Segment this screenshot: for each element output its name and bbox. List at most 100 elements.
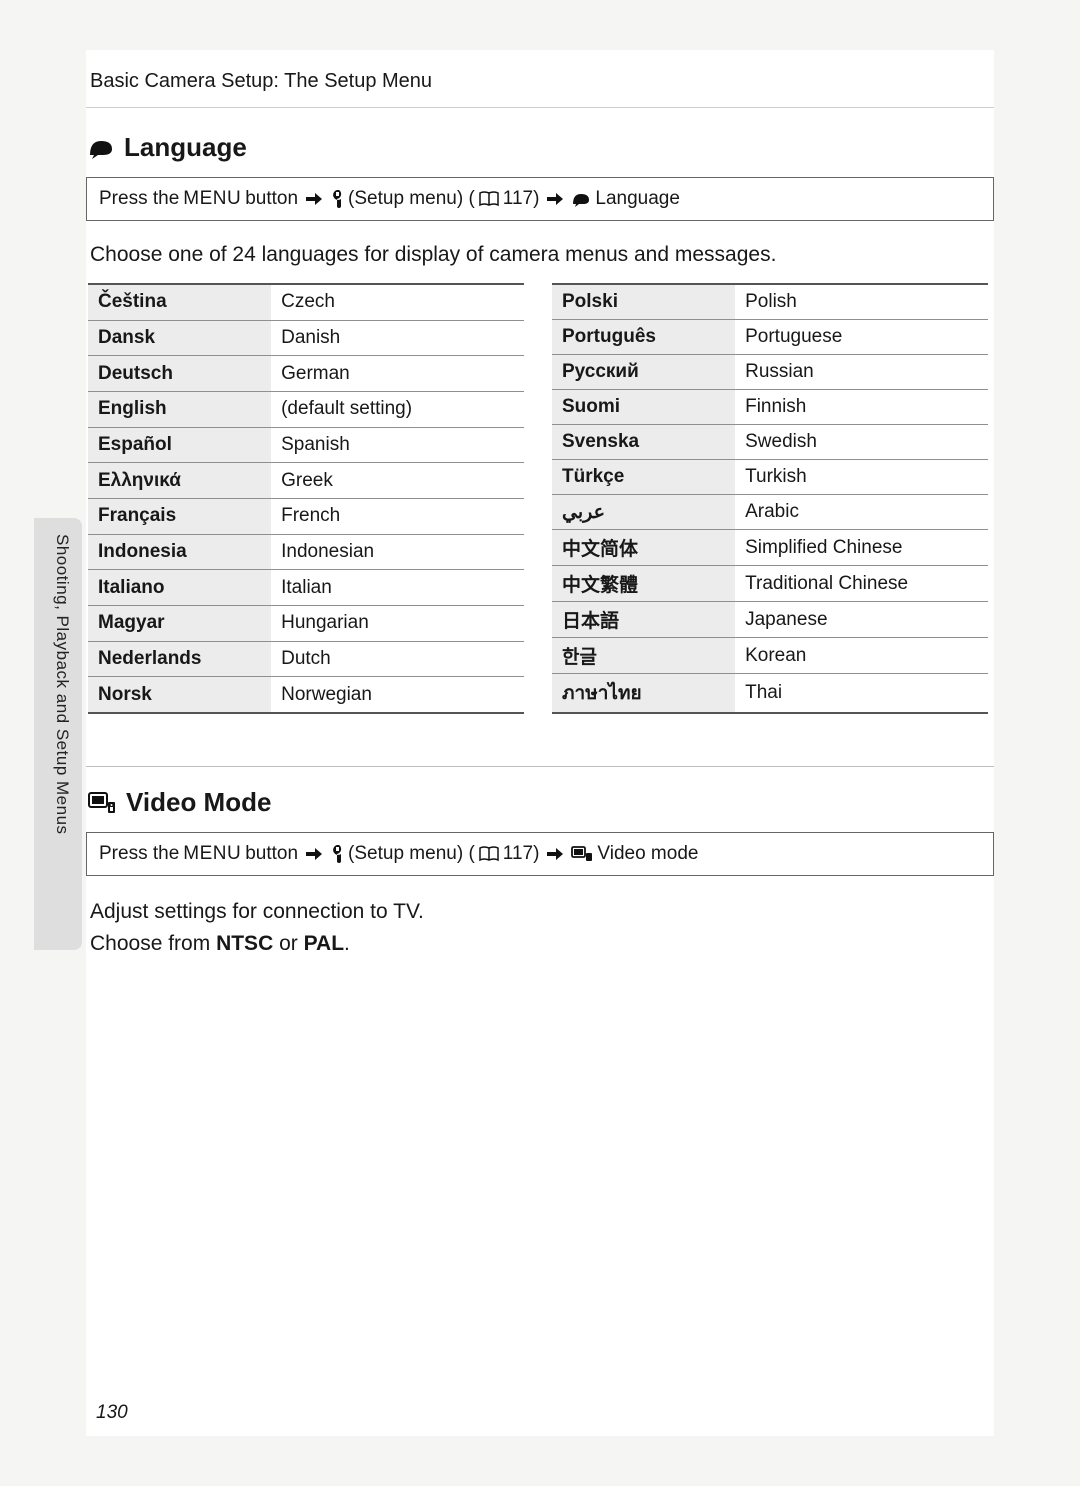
page-header: Basic Camera Setup: The Setup Menu — [90, 70, 994, 101]
language-english: Swedish — [735, 425, 988, 460]
language-english: German — [271, 356, 524, 392]
language-row: TürkçeTurkish — [552, 460, 988, 495]
language-native: Magyar — [88, 605, 271, 641]
menu-button-label: MENU — [183, 843, 241, 865]
language-native: Polski — [552, 284, 735, 320]
language-row: SuomiFinnish — [552, 390, 988, 425]
language-native: 한글 — [552, 638, 735, 674]
menu-button-label: MENU — [183, 188, 241, 210]
language-row: عربيArabic — [552, 495, 988, 530]
language-native: عربي — [552, 495, 735, 530]
language-native: English — [88, 391, 271, 427]
language-row: DanskDanish — [88, 320, 524, 356]
arrow-icon — [306, 847, 322, 861]
language-row: 한글Korean — [552, 638, 988, 674]
nav-text: 117) — [503, 188, 540, 210]
language-english: Thai — [735, 674, 988, 714]
language-native: Ελληνικά — [88, 463, 271, 499]
language-row: 中文繁體Traditional Chinese — [552, 566, 988, 602]
language-english: Italian — [271, 570, 524, 606]
video-ntsc: NTSC — [216, 932, 273, 955]
header-rule — [86, 107, 994, 108]
section-title-video-text: Video Mode — [126, 787, 271, 818]
video-nav-box: Press the MENU button (Setup menu) ( 117… — [86, 832, 994, 876]
book-icon — [479, 191, 499, 207]
language-english: Indonesian — [271, 534, 524, 570]
language-native: ภาษาไทย — [552, 674, 735, 714]
language-english: Finnish — [735, 390, 988, 425]
section-divider — [86, 766, 994, 767]
language-row: SvenskaSwedish — [552, 425, 988, 460]
language-native: Suomi — [552, 390, 735, 425]
video-mode-icon — [88, 792, 116, 814]
language-native: 中文繁體 — [552, 566, 735, 602]
language-row: NorskNorwegian — [88, 677, 524, 713]
language-row: PortuguêsPortuguese — [552, 320, 988, 355]
language-icon — [571, 191, 591, 207]
section-title-video: Video Mode — [88, 787, 994, 818]
language-table-right: PolskiPolishPortuguêsPortugueseРусскийRu… — [552, 283, 988, 714]
arrow-icon — [306, 192, 322, 206]
page-root: Shooting, Playback and Setup Menus Basic… — [0, 0, 1080, 1486]
language-english: Hungarian — [271, 605, 524, 641]
language-row: English(default setting) — [88, 391, 524, 427]
language-row: IndonesiaIndonesian — [88, 534, 524, 570]
video-text: or — [273, 932, 303, 955]
language-english: Dutch — [271, 641, 524, 677]
nav-text: Press the — [99, 188, 179, 210]
wrench-icon — [330, 845, 344, 863]
language-native: Türkçe — [552, 460, 735, 495]
language-native: Русский — [552, 355, 735, 390]
video-desc-line1: Adjust settings for connection to TV. — [90, 898, 990, 926]
video-text: Choose from — [90, 932, 216, 955]
language-english: Japanese — [735, 602, 988, 638]
language-native: Čeština — [88, 284, 271, 320]
language-nav-box: Press the MENU button (Setup menu) ( 117… — [86, 177, 994, 221]
language-native: Svenska — [552, 425, 735, 460]
language-row: ItalianoItalian — [88, 570, 524, 606]
language-english: Turkish — [735, 460, 988, 495]
language-native: 中文简体 — [552, 530, 735, 566]
language-english: Portuguese — [735, 320, 988, 355]
language-icon — [88, 137, 114, 159]
language-row: ภาษาไทยThai — [552, 674, 988, 714]
book-icon — [479, 846, 499, 862]
video-desc-line2: Choose from NTSC or PAL. — [90, 930, 990, 958]
nav-text: (Setup menu) ( — [348, 188, 475, 210]
language-english: French — [271, 498, 524, 534]
language-row: ΕλληνικάGreek — [88, 463, 524, 499]
section-title-language: Language — [88, 132, 994, 163]
language-native: Italiano — [88, 570, 271, 606]
language-native: Deutsch — [88, 356, 271, 392]
language-row: NederlandsDutch — [88, 641, 524, 677]
nav-text: (Setup menu) ( — [348, 843, 475, 865]
language-english: Russian — [735, 355, 988, 390]
language-row: FrançaisFrench — [88, 498, 524, 534]
language-english: Danish — [271, 320, 524, 356]
section-title-language-text: Language — [124, 132, 247, 163]
language-native: Nederlands — [88, 641, 271, 677]
language-row: DeutschGerman — [88, 356, 524, 392]
language-native: Indonesia — [88, 534, 271, 570]
language-table-left: ČeštinaCzechDanskDanishDeutschGermanEngl… — [88, 283, 524, 714]
language-english: Korean — [735, 638, 988, 674]
language-english: (default setting) — [271, 391, 524, 427]
nav-text: Video mode — [597, 843, 698, 865]
language-native: Português — [552, 320, 735, 355]
language-english: Czech — [271, 284, 524, 320]
language-row: PolskiPolish — [552, 284, 988, 320]
language-native: Français — [88, 498, 271, 534]
language-intro: Choose one of 24 languages for display o… — [90, 243, 990, 267]
video-pal: PAL — [304, 932, 344, 955]
side-tab-label: Shooting, Playback and Setup Menus — [52, 534, 72, 835]
language-english: Arabic — [735, 495, 988, 530]
language-native: Dansk — [88, 320, 271, 356]
video-text: . — [344, 932, 350, 955]
nav-text: button — [245, 188, 298, 210]
nav-text: Language — [595, 188, 680, 210]
wrench-icon — [330, 190, 344, 208]
language-english: Polish — [735, 284, 988, 320]
language-row: ČeštinaCzech — [88, 284, 524, 320]
language-row: MagyarHungarian — [88, 605, 524, 641]
page-number: 130 — [96, 1402, 128, 1424]
